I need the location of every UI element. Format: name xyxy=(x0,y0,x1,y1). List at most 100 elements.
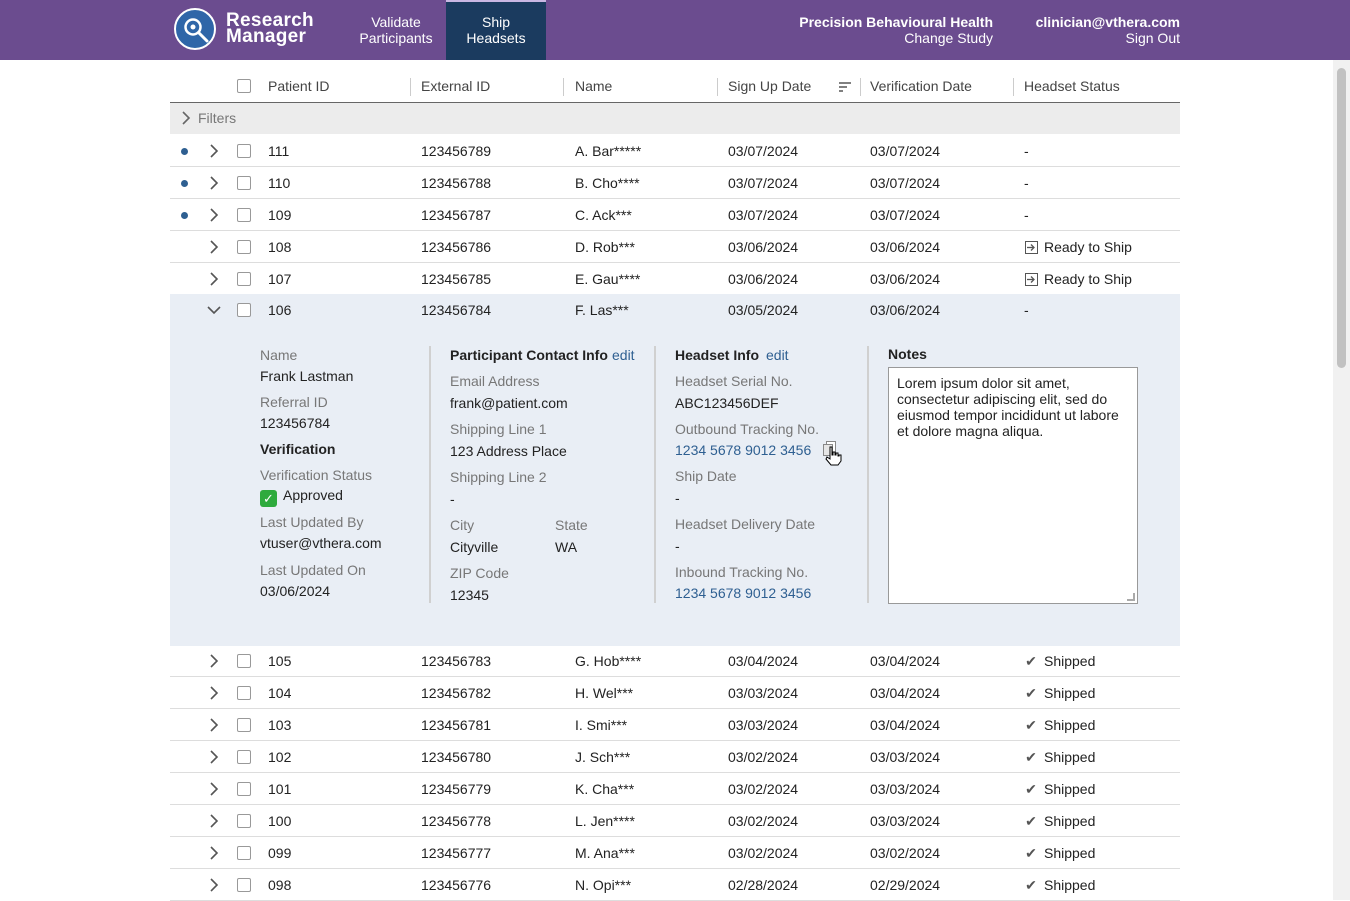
row-checkbox[interactable] xyxy=(237,654,251,668)
chevron-right-icon[interactable] xyxy=(206,143,222,159)
chevron-right-icon[interactable] xyxy=(206,717,222,733)
row-checkbox[interactable] xyxy=(237,686,251,700)
patient-id: 102 xyxy=(268,749,292,765)
headset-status-text: Shipped xyxy=(1044,845,1096,861)
table-row[interactable]: 100 123456778 L. Jen**** 03/02/2024 03/03/20… xyxy=(170,805,1180,837)
external-id: 123456784 xyxy=(421,302,492,318)
row-checkbox[interactable] xyxy=(237,240,251,254)
panel-divider xyxy=(867,346,869,603)
headset-status-text: - xyxy=(1024,207,1029,223)
sign-out-link[interactable]: Sign Out xyxy=(1125,30,1180,46)
check-icon: ✔ xyxy=(1025,877,1037,893)
ship-date-value: - xyxy=(675,490,680,506)
edit-headset-link[interactable]: edit xyxy=(766,347,789,363)
sign-up-date: 03/03/2024 xyxy=(728,685,799,701)
chevron-right-icon[interactable] xyxy=(206,845,222,861)
row-checkbox[interactable] xyxy=(237,303,251,317)
new-indicator-dot xyxy=(181,212,188,219)
column-headset-status[interactable]: Headset Status xyxy=(1024,78,1120,94)
patient-id: 106 xyxy=(268,302,292,318)
row-checkbox[interactable] xyxy=(237,878,251,892)
approved-check-icon: ✓ xyxy=(260,490,277,507)
row-checkbox[interactable] xyxy=(237,814,251,828)
column-divider xyxy=(1013,78,1014,96)
column-sign-up-date[interactable]: Sign Up Date xyxy=(728,78,812,94)
chevron-right-icon[interactable] xyxy=(206,877,222,893)
study-name: Precision Behavioural Health xyxy=(799,14,993,30)
sign-up-date: 03/06/2024 xyxy=(728,239,799,255)
research-manager-logo-icon[interactable] xyxy=(174,8,216,50)
chevron-right-icon[interactable] xyxy=(206,271,222,287)
headset-status-text: Shipped xyxy=(1044,653,1096,669)
sign-up-date: 03/06/2024 xyxy=(728,271,799,287)
table-row[interactable]: 109 123456787 C. Ack*** 03/07/2024 03/07/202… xyxy=(170,199,1180,231)
row-checkbox[interactable] xyxy=(237,208,251,222)
last-updated-on-value: 03/06/2024 xyxy=(260,583,331,599)
table-row[interactable]: 110 123456788 B. Cho**** 03/07/2024 03/07/20… xyxy=(170,167,1180,199)
verification-date: 03/03/2024 xyxy=(870,813,941,829)
table-row[interactable]: 099 123456777 M. Ana*** 03/02/2024 03/02/202… xyxy=(170,837,1180,869)
row-checkbox[interactable] xyxy=(237,750,251,764)
resize-handle-icon[interactable] xyxy=(1127,593,1135,601)
row-checkbox[interactable] xyxy=(237,782,251,796)
column-verification-date[interactable]: Verification Date xyxy=(870,78,972,94)
chevron-right-icon[interactable] xyxy=(206,685,222,701)
chevron-right-icon[interactable] xyxy=(206,653,222,669)
chevron-down-icon[interactable] xyxy=(206,302,222,318)
table-row[interactable]: 103 123456781 I. Smi*** 03/03/2024 03/04/202… xyxy=(170,709,1180,741)
scrollbar-thumb[interactable] xyxy=(1337,68,1346,368)
headset-status: ✔ Shipped xyxy=(1024,869,1095,901)
column-name[interactable]: Name xyxy=(575,78,613,94)
chevron-right-icon[interactable] xyxy=(206,813,222,829)
notes-heading: Notes xyxy=(888,346,927,362)
chevron-right-icon[interactable] xyxy=(206,749,222,765)
table-row[interactable]: 102 123456780 J. Sch*** 03/02/2024 03/03/202… xyxy=(170,741,1180,773)
headset-status-text: Shipped xyxy=(1044,685,1096,701)
table-row[interactable]: 101 123456779 K. Cha*** 03/02/2024 03/03/202… xyxy=(170,773,1180,805)
table-row[interactable]: 111 123456789 A. Bar***** 03/07/2024 03/07/2… xyxy=(170,135,1180,167)
verification-status-label: Verification Status xyxy=(260,467,373,483)
outbound-tracking-link[interactable]: 1234 5678 9012 3456 xyxy=(675,442,812,458)
contact-info-heading: Participant Contact Info xyxy=(450,347,608,363)
chevron-right-icon[interactable] xyxy=(206,207,222,223)
verification-heading: Verification xyxy=(260,441,336,457)
table-row[interactable]: 107 123456785 E. Gau**** 03/06/2024 03/06/20… xyxy=(170,263,1180,295)
page-scrollbar[interactable] xyxy=(1333,60,1350,900)
table-row[interactable]: 104 123456782 H. Wel*** 03/03/2024 03/04/202… xyxy=(170,677,1180,709)
filters-bar[interactable]: Filters xyxy=(170,103,1180,134)
notes-textarea[interactable]: Lorem ipsum dolor sit amet, consectetur … xyxy=(888,367,1138,604)
headset-status: Ready to Ship xyxy=(1024,231,1132,263)
column-patient-id[interactable]: Patient ID xyxy=(268,78,330,94)
sign-up-date: 03/02/2024 xyxy=(728,749,799,765)
shipping-line1-label: Shipping Line 1 xyxy=(450,421,547,437)
change-study-link[interactable]: Change Study xyxy=(904,30,993,46)
row-checkbox[interactable] xyxy=(237,718,251,732)
row-checkbox[interactable] xyxy=(237,144,251,158)
nav-ship-headsets[interactable]: Ship Headsets xyxy=(446,0,546,60)
edit-contact-link[interactable]: edit xyxy=(612,347,635,363)
nav-validate-participants[interactable]: Validate Participants xyxy=(359,14,433,46)
inbound-tracking-link[interactable]: 1234 5678 9012 3456 xyxy=(675,585,812,601)
row-checkbox[interactable] xyxy=(237,846,251,860)
table-row[interactable]: 098 123456776 N. Opi*** 02/28/2024 02/29/202… xyxy=(170,869,1180,901)
shipping-line1-value: 123 Address Place xyxy=(450,443,567,459)
table-row[interactable]: 105 123456783 G. Hob**** 03/04/2024 03/04/20… xyxy=(170,645,1180,677)
patient-id: 109 xyxy=(268,207,292,223)
chevron-right-icon[interactable] xyxy=(206,781,222,797)
column-external-id[interactable]: External ID xyxy=(421,78,491,94)
ship-date-label: Ship Date xyxy=(675,468,737,484)
row-checkbox[interactable] xyxy=(237,176,251,190)
row-checkbox[interactable] xyxy=(237,272,251,286)
verification-status-value: Approved xyxy=(283,487,343,503)
table-row[interactable]: 108 123456786 D. Rob*** 03/06/2024 03/06/202… xyxy=(170,231,1180,263)
chevron-right-icon[interactable] xyxy=(206,239,222,255)
participant-name: F. Las*** xyxy=(575,302,629,318)
verification-date: 03/03/2024 xyxy=(870,781,941,797)
chevron-right-icon[interactable] xyxy=(206,175,222,191)
sort-icon[interactable] xyxy=(838,80,852,96)
participant-name: A. Bar***** xyxy=(575,143,642,159)
table-row[interactable]: 106 123456784 F. Las*** 03/05/2024 03/06… xyxy=(170,294,1180,326)
external-id: 123456777 xyxy=(421,845,492,861)
sign-up-date: 03/07/2024 xyxy=(728,175,799,191)
select-all-checkbox[interactable] xyxy=(237,79,251,93)
